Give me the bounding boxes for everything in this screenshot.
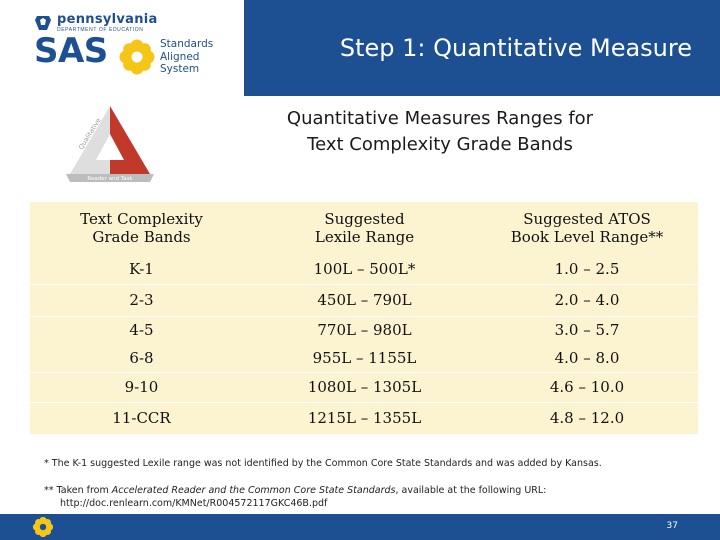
- page-number: 37: [666, 521, 678, 531]
- slide-title: Step 1: Quantitative Measure: [339, 34, 692, 62]
- cell-grade: 6-8: [30, 344, 253, 373]
- cell-atos: 3.0 – 5.7: [476, 316, 698, 344]
- slide-header: pennsylvania DEPARTMENT OF EDUCATION SAS…: [0, 0, 720, 96]
- text-complexity-triangle-icon: Qualitative Quantitative Reader and Task: [66, 106, 154, 182]
- footnote-url-link[interactable]: http://doc.renlearn.com/KMNet/R004572117…: [60, 498, 328, 509]
- table-row: 6-8 955L – 1155L 4.0 – 8.0: [30, 344, 698, 373]
- header-grade-line-2: Grade Bands: [92, 228, 191, 246]
- sas-fullname: Standards Aligned System: [160, 38, 213, 76]
- cell-atos: 2.0 – 4.0: [476, 284, 698, 317]
- header-atos-range: Suggested ATOS Book Level Range**: [476, 202, 698, 254]
- slide-footer: 37: [0, 514, 720, 540]
- slide-subtitle: Quantitative Measures Ranges for Text Co…: [250, 106, 630, 158]
- flower-icon: [32, 516, 54, 538]
- cell-lexile: 1080L – 1305L: [253, 372, 476, 403]
- sas-line-system: System: [160, 63, 200, 75]
- sas-logo: pennsylvania DEPARTMENT OF EDUCATION SAS…: [0, 0, 244, 96]
- flower-icon: [119, 39, 155, 75]
- header-atos-line-2: Book Level Range**: [510, 228, 664, 246]
- table-header-row: Text Complexity Grade Bands Suggested Le…: [30, 202, 698, 254]
- cell-atos: 4.0 – 8.0: [476, 344, 698, 373]
- subtitle-line-1: Quantitative Measures Ranges for: [286, 108, 594, 129]
- cell-lexile: 770L – 980L: [253, 316, 476, 344]
- grade-band-table: Text Complexity Grade Bands Suggested Le…: [30, 202, 698, 434]
- cell-grade: 11-CCR: [30, 402, 253, 434]
- cell-lexile: 100L – 500L*: [253, 254, 476, 285]
- cell-lexile: 955L – 1155L: [253, 344, 476, 373]
- footnote-source-title: Accelerated Reader and the Common Core S…: [111, 485, 396, 496]
- table-row: 11-CCR 1215L – 1355L 4.8 – 12.0: [30, 402, 698, 434]
- cell-grade: 2-3: [30, 284, 253, 317]
- cell-atos: 4.6 – 10.0: [476, 372, 698, 403]
- header-lexile-line-1: Suggested: [324, 210, 405, 228]
- sas-acronym: SAS: [34, 31, 108, 71]
- table-row: 2-3 450L – 790L 2.0 – 4.0: [30, 284, 698, 317]
- header-lexile-line-2: Lexile Range: [314, 228, 415, 246]
- cell-lexile: 450L – 790L: [253, 284, 476, 317]
- state-name: pennsylvania: [57, 12, 158, 27]
- keystone-icon: [35, 16, 51, 30]
- reader-task-label: Reader and Task: [87, 176, 133, 182]
- header-lexile-range: Suggested Lexile Range: [253, 202, 476, 254]
- cell-grade: 9-10: [30, 372, 253, 403]
- cell-lexile: 1215L – 1355L: [253, 402, 476, 434]
- sas-line-aligned: Aligned: [160, 50, 200, 63]
- table-row: 9-10 1080L – 1305L 4.6 – 10.0: [30, 372, 698, 403]
- cell-atos: 4.8 – 12.0: [476, 402, 698, 434]
- footnote-suffix: , available at the following URL:: [395, 485, 547, 496]
- cell-grade: 4-5: [30, 316, 253, 344]
- pennsylvania-logo: pennsylvania DEPARTMENT OF EDUCATION: [34, 10, 158, 36]
- header-grade-bands: Text Complexity Grade Bands: [30, 202, 253, 254]
- header-grade-line-1: Text Complexity: [80, 210, 203, 228]
- footnote-prefix: ** Taken from: [44, 485, 112, 496]
- footnote-kansas: * The K-1 suggested Lexile range was not…: [44, 458, 602, 469]
- footnote-atos-source: ** Taken from Accelerated Reader and the…: [44, 484, 694, 510]
- cell-atos: 1.0 – 2.5: [476, 254, 698, 285]
- table-row: K-1 100L – 500L* 1.0 – 2.5: [30, 254, 698, 285]
- table-row: 4-5 770L – 980L 3.0 – 5.7: [30, 316, 698, 344]
- header-atos-line-1: Suggested ATOS: [523, 210, 651, 228]
- sas-line-standards: Standards: [160, 38, 214, 50]
- cell-grade: K-1: [30, 254, 253, 285]
- subtitle-line-2: Text Complexity Grade Bands: [307, 134, 573, 155]
- state-department: DEPARTMENT OF EDUCATION: [57, 27, 144, 33]
